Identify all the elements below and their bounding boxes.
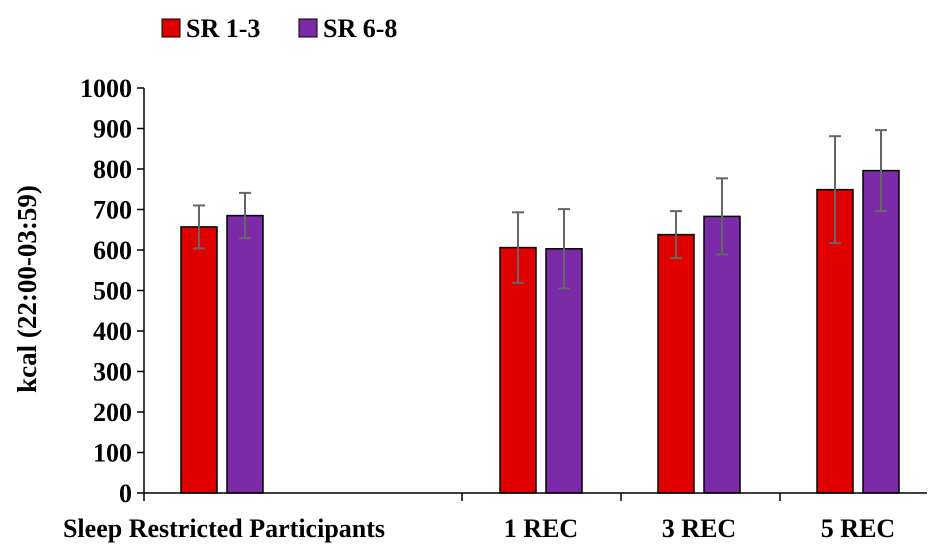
bars	[180, 129, 900, 494]
y-tick-label: 100	[93, 439, 132, 468]
bar-sr-1-3	[180, 226, 218, 494]
x-axis: Sleep Restricted Participants 1 REC 3 REC 5…	[63, 492, 927, 543]
bar-sr-1-3	[499, 246, 537, 494]
y-tick-label: 400	[93, 317, 132, 346]
legend-swatch	[161, 18, 181, 38]
legend-swatch	[298, 18, 318, 38]
bar-sr-6-8	[545, 248, 583, 494]
y-tick-label: 0	[119, 479, 132, 508]
y-tick-label: 800	[93, 155, 132, 184]
y-tick-label: 900	[93, 115, 132, 144]
y-tick-label: 200	[93, 398, 132, 427]
y-tick-label: 500	[93, 277, 132, 306]
bar-sr-1-3	[657, 233, 695, 494]
y-axis: 0 100 200 300 400 500 600 700 800 900 1000	[80, 74, 145, 508]
y-axis-label: kcal (22:00-03:59)	[12, 185, 42, 393]
x-tick-label: 1 REC	[504, 514, 578, 543]
x-tick-label: Sleep Restricted Participants	[63, 514, 385, 543]
legend: SR 1-3 SR 6-8	[161, 14, 397, 43]
y-tick-label: 700	[93, 196, 132, 225]
bar-sr-6-8	[703, 215, 741, 494]
x-tick-label: 5 REC	[821, 514, 895, 543]
legend-label: SR 1-3	[186, 14, 260, 43]
y-tick-label: 1000	[80, 74, 132, 103]
x-tick-label: 3 REC	[662, 514, 736, 543]
bar-sr-6-8	[226, 214, 264, 494]
y-tick-label: 600	[93, 236, 132, 265]
legend-label: SR 6-8	[323, 14, 397, 43]
bar-sr-6-8	[862, 169, 900, 494]
y-tick-label: 300	[93, 358, 132, 387]
